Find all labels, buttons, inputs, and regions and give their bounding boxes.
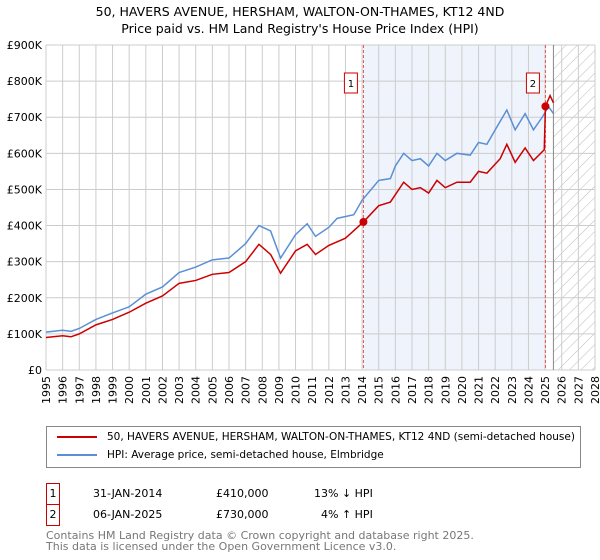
x-tick-label: 1995 [40, 376, 53, 404]
footer-licence: This data is licensed under the Open Gov… [46, 540, 397, 553]
footer-copyright: Contains HM Land Registry data © Crown c… [46, 529, 474, 542]
x-tick-label: 2018 [423, 376, 436, 404]
x-tick-label: 1999 [107, 376, 120, 404]
transaction-badge: 2 [46, 504, 60, 526]
transaction-date: 31-JAN-2014 [93, 487, 163, 500]
x-tick-label: 2011 [306, 376, 319, 404]
x-tick-label: 2001 [140, 376, 153, 404]
x-tick-label: 2005 [206, 376, 219, 404]
sale-point [541, 102, 550, 111]
x-tick-label: 2010 [290, 376, 303, 404]
x-tick-label: 2021 [473, 376, 486, 404]
transaction-date: 06-JAN-2025 [93, 508, 163, 521]
y-tick-label: £500K [7, 183, 43, 196]
x-tick-label: 2019 [439, 376, 452, 404]
sale-label: 1 [348, 79, 354, 90]
legend-label: 50, HAVERS AVENUE, HERSHAM, WALTON-ON-TH… [107, 431, 575, 443]
x-tick-label: 2025 [539, 376, 552, 404]
sale-label-box [525, 72, 540, 94]
transaction-hpi: 13% ↓ HPI [314, 487, 373, 500]
y-tick-label: £300K [7, 256, 43, 269]
y-tick-label: £700K [7, 111, 43, 124]
x-tick-label: 1998 [90, 376, 103, 404]
hpi-line [45, 104, 555, 333]
x-tick-label: 2002 [156, 376, 169, 404]
y-tick-label: £800K [7, 75, 43, 88]
transaction-hpi: 4% ↑ HPI [321, 508, 373, 521]
x-tick-label: 2013 [339, 376, 352, 404]
y-tick-label: £0 [28, 364, 42, 377]
sale-point [359, 217, 368, 226]
chart-title: 50, HAVERS AVENUE, HERSHAM, WALTON-ON-TH… [95, 4, 505, 19]
price-chart: 1995 1996 1997 1998 1999 2000 2001 2002 2003 2004… [7, 39, 600, 404]
future-hatch [553, 45, 595, 370]
x-tick-label: 2023 [506, 376, 519, 404]
legend-swatch-red [57, 436, 97, 438]
sale-label: 2 [530, 79, 536, 90]
x-tick-label: 2016 [389, 376, 402, 404]
y-tick-label: £100K [7, 328, 43, 341]
sale-label-box [343, 72, 358, 94]
y-tick-label: £400K [7, 220, 43, 233]
legend-label: HPI: Average price, semi-detached house,… [107, 449, 384, 461]
property-price-line [45, 93, 555, 339]
y-tick-label: £900K [7, 39, 43, 52]
x-tick-label: 2027 [572, 376, 585, 404]
legend-item-property: 50, HAVERS AVENUE, HERSHAM, WALTON-ON-TH… [57, 431, 575, 443]
x-tick-label: 2024 [522, 376, 535, 404]
x-tick-label: 2007 [240, 376, 253, 404]
x-tick-label: 2006 [223, 376, 236, 404]
x-tick-label: 2008 [256, 376, 269, 404]
footer: Contains HM Land Registry data © Crown c… [46, 530, 474, 552]
y-tick-label: £200K [7, 292, 43, 305]
x-tick-label: 2017 [406, 376, 419, 404]
sold-period-shading [363, 45, 546, 370]
chart-subtitle: Price paid vs. HM Land Registry's House … [121, 21, 479, 36]
x-tick-label: 2009 [273, 376, 286, 404]
x-tick-label: 2020 [456, 376, 469, 404]
x-tick-label: 2003 [173, 376, 186, 404]
legend-swatch-blue [57, 454, 97, 456]
y-tick-label: £600K [7, 147, 43, 160]
transaction-badge: 1 [46, 483, 60, 505]
x-tick-label: 2014 [356, 376, 369, 404]
x-tick-label: 2000 [123, 376, 136, 404]
x-tick-label: 1997 [73, 376, 86, 404]
x-tick-label: 2022 [489, 376, 502, 404]
x-tick-label: 2015 [373, 376, 386, 404]
transaction-row: 2 06-JAN-2025 £730,000 4% ↑ HPI [46, 504, 446, 526]
x-tick-label: 2004 [190, 376, 203, 404]
transaction-price: £730,000 [216, 508, 269, 521]
x-tick-label: 2012 [323, 376, 336, 404]
transaction-row: 1 31-JAN-2014 £410,000 13% ↓ HPI [46, 483, 446, 505]
legend-item-hpi: HPI: Average price, semi-detached house,… [57, 449, 384, 461]
x-tick-label: 1996 [57, 376, 70, 404]
x-tick-label: 2028 [589, 376, 600, 404]
transaction-price: £410,000 [216, 487, 269, 500]
legend: 50, HAVERS AVENUE, HERSHAM, WALTON-ON-TH… [46, 426, 581, 468]
x-tick-label: 2026 [556, 376, 569, 404]
